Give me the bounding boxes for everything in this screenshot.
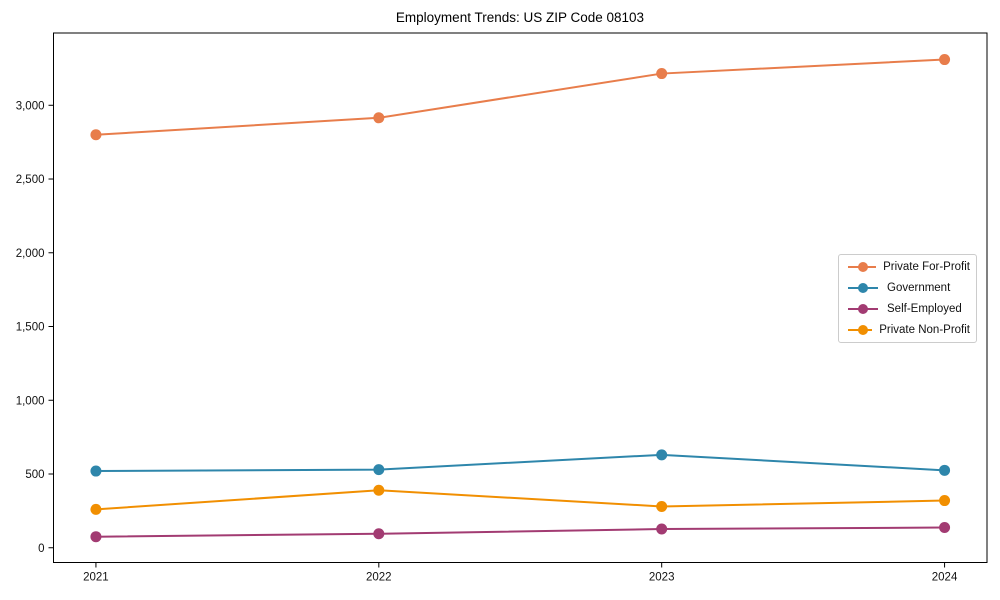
- series-line-government: [94, 453, 946, 473]
- data-point-government: [656, 449, 668, 461]
- legend-swatch-icon: [848, 283, 878, 294]
- data-point-self-employed: [373, 528, 385, 540]
- legend: Private For-Profit Government Self-Employe…: [838, 254, 977, 343]
- legend-label: Self-Employed: [887, 302, 962, 315]
- legend-label: Private For-Profit: [883, 261, 970, 274]
- data-point-private-non-profit: [373, 484, 385, 496]
- series-line-self-employed: [94, 526, 946, 538]
- legend-entry-private-non-profit: Private Non-Profit: [846, 319, 970, 340]
- x-tick-label: 2023: [649, 572, 675, 584]
- data-point-private-non-profit: [656, 500, 668, 512]
- legend-label: Government: [887, 282, 951, 295]
- data-point-private-for-profit: [656, 68, 668, 80]
- legend-entry-private-for-profit: Private For-Profit: [846, 257, 970, 278]
- series-line-private-for-profit: [94, 58, 946, 136]
- legend-swatch-icon: [848, 303, 878, 314]
- y-tick-label: 1,500: [16, 322, 45, 334]
- data-point-private-non-profit: [90, 503, 102, 515]
- y-tick-label: 1,000: [16, 395, 45, 407]
- data-point-government: [90, 465, 102, 477]
- data-point-private-non-profit: [939, 495, 951, 507]
- data-point-government: [373, 464, 385, 476]
- y-tick-label: 2,500: [16, 174, 45, 186]
- x-tick-label: 2024: [932, 572, 958, 584]
- x-tick-label: 2022: [366, 572, 392, 584]
- y-tick-label: 500: [25, 469, 44, 481]
- legend-entry-self-employed: Self-Employed: [846, 299, 970, 320]
- legend-entry-government: Government: [846, 278, 970, 299]
- y-tick-label: 2,000: [16, 248, 45, 260]
- data-point-self-employed: [939, 522, 951, 534]
- series-line-private-non-profit: [94, 489, 946, 511]
- data-point-self-employed: [90, 531, 102, 543]
- data-point-private-for-profit: [373, 112, 385, 124]
- data-point-self-employed: [656, 523, 668, 535]
- chart-title: Employment Trends: US ZIP Code 08103: [395, 10, 645, 25]
- plot-frame: [53, 32, 988, 563]
- legend-swatch-icon: [848, 262, 877, 273]
- data-point-government: [939, 464, 951, 476]
- data-point-private-for-profit: [939, 54, 951, 66]
- legend-label: Private Non-Profit: [879, 323, 970, 336]
- y-tick-label: 0: [38, 543, 44, 555]
- x-tick-label: 2021: [83, 572, 109, 584]
- y-tick-label: 3,000: [16, 100, 45, 112]
- data-point-private-for-profit: [90, 129, 102, 141]
- legend-swatch-icon: [848, 324, 873, 335]
